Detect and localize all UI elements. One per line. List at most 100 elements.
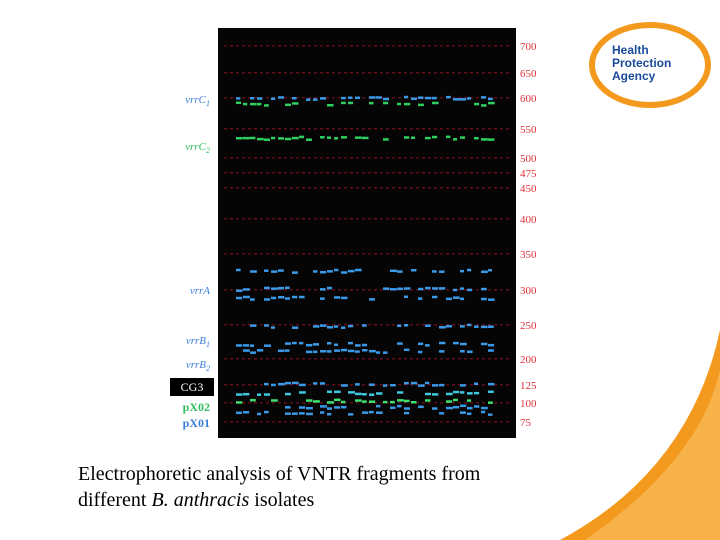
- ladder-band: [386, 358, 389, 360]
- ladder-band: [458, 358, 461, 360]
- sample-band: [306, 350, 313, 354]
- sample-band: [404, 381, 409, 385]
- ladder-band: [230, 128, 233, 130]
- sample-band: [481, 287, 487, 291]
- ladder-band: [416, 358, 419, 360]
- ladder-band: [434, 218, 437, 220]
- sample-band: [327, 350, 332, 353]
- ladder-band: [296, 253, 299, 255]
- sample-band: [383, 287, 390, 290]
- ladder-band: [488, 358, 491, 360]
- ladder-band: [284, 157, 287, 159]
- sample-band: [236, 296, 243, 300]
- size-marker: 300: [520, 285, 537, 297]
- ladder-band: [506, 324, 509, 326]
- sample-band: [320, 297, 325, 300]
- ladder-band: [260, 128, 263, 130]
- ladder-band: [380, 157, 383, 159]
- ladder-band: [344, 45, 347, 47]
- sample-band: [327, 326, 334, 329]
- size-markers: 700 650 600 550 500 475 450 400 350 300 250 200 125 1…: [520, 41, 537, 429]
- ladder-band: [434, 253, 437, 255]
- ladder-band: [308, 253, 311, 255]
- sample-band: [383, 138, 389, 141]
- sample-band: [257, 349, 264, 352]
- sample-band: [467, 97, 472, 100]
- sample-band: [467, 406, 473, 410]
- ladder-band: [326, 384, 329, 386]
- ladder-band: [368, 324, 371, 326]
- ladder-band: [308, 172, 311, 174]
- ladder-band: [422, 72, 425, 74]
- ladder-band: [284, 187, 287, 189]
- ladder-band: [260, 402, 263, 404]
- sample-band: [418, 103, 424, 107]
- ladder-band: [356, 324, 359, 326]
- ladder-band: [488, 157, 491, 159]
- ladder-band: [398, 421, 401, 423]
- ladder-band: [416, 218, 419, 220]
- caption: Electrophoretic analysis of VNTR fragmen…: [78, 463, 481, 485]
- size-marker: 75: [520, 417, 532, 429]
- ladder-band: [230, 253, 233, 255]
- ladder-band: [410, 421, 413, 423]
- sample-band: [488, 401, 493, 404]
- ladder-band: [500, 45, 503, 47]
- ladder-band: [326, 187, 329, 189]
- ladder-band: [416, 289, 419, 291]
- sample-band: [453, 398, 458, 402]
- ladder-band: [332, 384, 335, 386]
- sample-band: [278, 137, 284, 140]
- ladder-band: [260, 45, 263, 47]
- sample-band: [306, 399, 313, 402]
- ladder-band: [464, 45, 467, 47]
- ladder-band: [296, 384, 299, 386]
- sample-band: [383, 101, 389, 105]
- sample-band: [404, 411, 410, 415]
- ladder-band: [242, 421, 245, 423]
- sample-band: [390, 400, 395, 404]
- ladder-band: [458, 157, 461, 159]
- sample-band: [362, 136, 369, 140]
- sample-band: [481, 270, 488, 274]
- sample-band: [341, 348, 348, 352]
- sample-band: [334, 325, 339, 328]
- sample-band: [460, 384, 466, 387]
- ladder-band: [482, 253, 485, 255]
- ladder-band: [470, 253, 473, 255]
- ladder-band: [266, 358, 269, 360]
- ladder-band: [350, 402, 353, 404]
- sample-band: [348, 269, 355, 273]
- ladder-band: [344, 289, 347, 291]
- ladder-band: [326, 128, 329, 130]
- sample-band: [250, 351, 257, 354]
- ladder-band: [386, 157, 389, 159]
- ladder-band: [344, 157, 347, 159]
- sample-band: [299, 412, 305, 415]
- ladder-band: [272, 172, 275, 174]
- ladder-band: [230, 402, 233, 404]
- ladder-band: [236, 358, 239, 360]
- ladder-band: [362, 172, 365, 174]
- ladder-band: [320, 157, 323, 159]
- ladder-band: [392, 72, 395, 74]
- ladder-band: [392, 218, 395, 220]
- sample-band: [292, 381, 299, 385]
- ladder-band: [428, 289, 431, 291]
- ladder-band: [362, 358, 365, 360]
- ladder-band: [308, 45, 311, 47]
- ladder-band: [332, 324, 335, 326]
- ladder-band: [230, 289, 233, 291]
- ladder-band: [302, 187, 305, 189]
- ladder-band: [344, 172, 347, 174]
- ladder-band: [314, 218, 317, 220]
- ladder-band: [458, 402, 461, 404]
- sample-band: [285, 286, 290, 290]
- ladder-band: [482, 187, 485, 189]
- ladder-band: [332, 289, 335, 291]
- sample-band: [404, 102, 411, 106]
- ladder-band: [254, 421, 257, 423]
- sample-band: [383, 384, 388, 387]
- ladder-band: [422, 402, 425, 404]
- ladder-band: [320, 384, 323, 386]
